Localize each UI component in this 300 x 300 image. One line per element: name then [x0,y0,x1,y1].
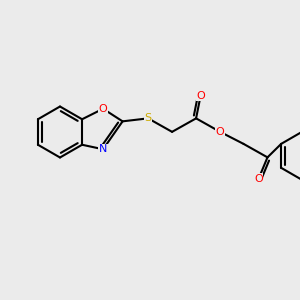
Text: O: O [254,174,263,184]
Text: O: O [196,91,205,101]
Text: O: O [99,104,107,114]
Text: N: N [99,144,107,154]
Text: S: S [145,113,152,123]
Text: O: O [216,127,224,137]
